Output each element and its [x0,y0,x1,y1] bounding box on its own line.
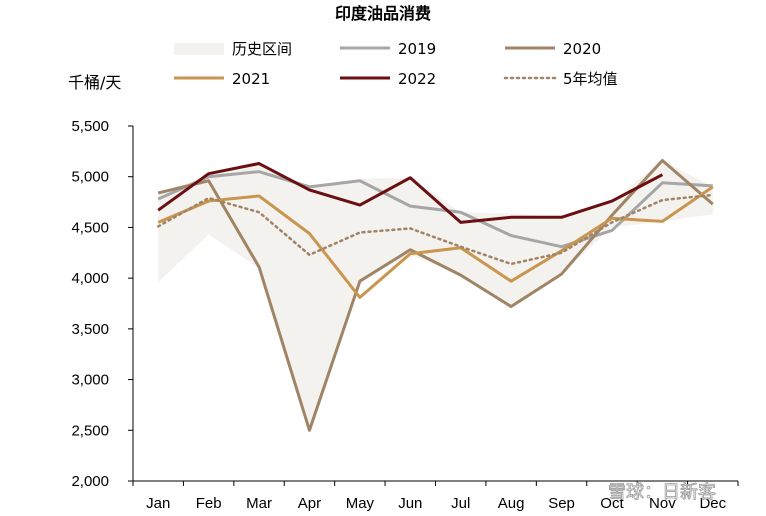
x-tick-label: Aug [498,495,525,512]
x-tick-label: Jul [451,495,470,512]
y-tick-label: 2,500 [71,422,109,439]
series-line-2021 [157,185,714,299]
x-tick-label: Feb [196,495,222,512]
y-tick-label: 5,000 [71,169,109,186]
x-tick-label: Jun [398,495,422,512]
historical-range-area [158,160,713,431]
x-tick-label: Mar [246,495,272,512]
legend-label-range: 历史区间 [232,40,292,58]
legend-label-2020: 2020 [563,40,601,58]
y-tick-label: 3,000 [71,372,109,389]
y-unit-label: 千桶/天 [68,73,121,92]
series-line-2019 [157,170,713,249]
y-tick-label: 3,500 [71,321,109,338]
x-tick-label: Apr [298,495,321,512]
y-tick-label: 4,000 [71,270,109,287]
range-band [158,160,713,431]
y-tick-label: 4,500 [71,219,109,236]
legend-label-2021: 2021 [232,70,270,88]
chart-title: 印度油品消费 [335,4,431,23]
x-tick-label: Nov [649,495,676,512]
y-tick-label: 2,000 [71,473,109,490]
x-tick-label: Jan [146,495,170,512]
series-line-2022 [157,162,664,224]
legend-swatch-range [174,43,224,55]
legend-label-2022: 2022 [398,70,436,88]
series-line-2020 [157,158,714,432]
y-tick-label: 5,500 [71,118,109,135]
series-line-5yr-avg [156,193,715,266]
axes: 2,000 2,500 3,000 3,500 4,000 4,500 5,000 5,500… [71,118,739,512]
x-tick-label: Sep [548,495,575,512]
x-tick-label: May [346,495,375,512]
x-tick-label: Dec [699,495,726,512]
legend-label-2019: 2019 [398,40,436,58]
legend-label-5yr-avg: 5年均值 [563,70,618,88]
watermark: 雪球：日新客 [608,482,716,503]
x-tick-label: Oct [600,495,624,512]
legend: 历史区间 2019 2020 2021 2022 5年均值 [174,40,618,88]
series-lines [156,158,715,432]
